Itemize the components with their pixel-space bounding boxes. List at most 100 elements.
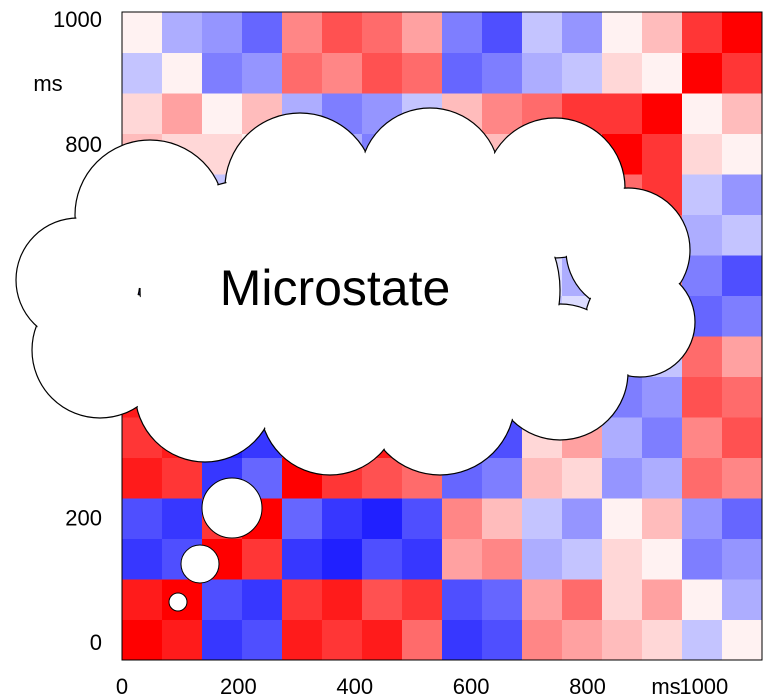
heatmap-cell bbox=[682, 53, 723, 94]
heatmap-cell bbox=[442, 620, 483, 661]
heatmap-cell bbox=[682, 12, 723, 53]
heatmap-cell bbox=[642, 53, 683, 94]
heatmap-cell bbox=[722, 498, 763, 539]
heatmap-cell bbox=[442, 53, 483, 94]
heatmap-cell bbox=[602, 498, 643, 539]
heatmap-cell bbox=[642, 498, 683, 539]
heatmap-cell bbox=[242, 579, 283, 620]
heatmap-cell bbox=[482, 498, 523, 539]
heatmap-cell bbox=[442, 579, 483, 620]
heatmap-cell bbox=[722, 174, 763, 215]
heatmap-cell bbox=[682, 539, 723, 580]
heatmap-cell bbox=[122, 12, 163, 53]
heatmap-cell bbox=[642, 458, 683, 499]
heatmap-cell bbox=[682, 458, 723, 499]
heatmap-cell bbox=[482, 579, 523, 620]
heatmap-cell bbox=[122, 53, 163, 94]
heatmap-cell bbox=[602, 458, 643, 499]
heatmap-cell bbox=[482, 93, 523, 134]
heatmap-cell bbox=[202, 93, 243, 134]
x-tick-label: 0 bbox=[116, 674, 128, 694]
heatmap-cell bbox=[522, 498, 563, 539]
heatmap-cell bbox=[482, 12, 523, 53]
heatmap-cell bbox=[562, 498, 603, 539]
heatmap-cell bbox=[602, 579, 643, 620]
heatmap-cell bbox=[282, 498, 323, 539]
heatmap-cell bbox=[122, 579, 163, 620]
x-tick-label: 1000 bbox=[679, 674, 728, 694]
heatmap-cell bbox=[242, 12, 283, 53]
heatmap-cell bbox=[562, 620, 603, 661]
heatmap-cell bbox=[402, 620, 443, 661]
heatmap-cell bbox=[362, 579, 403, 620]
heatmap-cell bbox=[602, 53, 643, 94]
heatmap-cell bbox=[642, 620, 683, 661]
heatmap-cell bbox=[202, 53, 243, 94]
heatmap-cell bbox=[722, 215, 763, 256]
heatmap-cell bbox=[482, 458, 523, 499]
x-tick-label: 400 bbox=[336, 674, 373, 694]
heatmap-cell bbox=[642, 93, 683, 134]
heatmap-cell bbox=[722, 255, 763, 296]
heatmap-cell bbox=[682, 377, 723, 418]
heatmap-cell bbox=[162, 53, 203, 94]
heatmap-cell bbox=[722, 134, 763, 175]
heatmap-cell bbox=[402, 498, 443, 539]
heatmap-cell bbox=[282, 579, 323, 620]
thought-bubble bbox=[169, 593, 187, 611]
heatmap-cell bbox=[282, 53, 323, 94]
heatmap-cell bbox=[402, 12, 443, 53]
chart: 0200400600800100002004006008001000 ms ms… bbox=[0, 0, 768, 694]
heatmap-cell bbox=[322, 12, 363, 53]
heatmap-cell bbox=[602, 620, 643, 661]
heatmap-cell bbox=[682, 417, 723, 458]
heatmap-cell bbox=[602, 12, 643, 53]
x-tick-label: 200 bbox=[220, 674, 257, 694]
heatmap-cell bbox=[322, 53, 363, 94]
heatmap-cell bbox=[522, 620, 563, 661]
heatmap-cell bbox=[722, 458, 763, 499]
heatmap-cell bbox=[522, 53, 563, 94]
heatmap-cell bbox=[362, 12, 403, 53]
x-tick-label: 800 bbox=[569, 674, 606, 694]
heatmap-cell bbox=[162, 620, 203, 661]
heatmap-cell bbox=[522, 12, 563, 53]
heatmap-cell bbox=[642, 134, 683, 175]
cloud-text: Microstate bbox=[220, 260, 451, 316]
y-unit-label: ms bbox=[33, 71, 62, 96]
heatmap-cell bbox=[242, 539, 283, 580]
y-tick-label: 1000 bbox=[53, 7, 102, 32]
heatmap-cell bbox=[162, 498, 203, 539]
heatmap-cell bbox=[562, 579, 603, 620]
heatmap-cell bbox=[402, 539, 443, 580]
heatmap-cell bbox=[642, 417, 683, 458]
heatmap-cell bbox=[202, 620, 243, 661]
heatmap-cell bbox=[722, 579, 763, 620]
heatmap-cell bbox=[722, 53, 763, 94]
heatmap-cell bbox=[122, 498, 163, 539]
heatmap-cell bbox=[122, 539, 163, 580]
heatmap-cell bbox=[122, 620, 163, 661]
heatmap-cell bbox=[442, 498, 483, 539]
heatmap-cell bbox=[322, 498, 363, 539]
heatmap-cell bbox=[642, 12, 683, 53]
heatmap-cell bbox=[642, 579, 683, 620]
heatmap-cell bbox=[722, 336, 763, 377]
y-tick-label: 800 bbox=[65, 132, 102, 157]
heatmap-cell bbox=[242, 53, 283, 94]
heatmap-cell bbox=[242, 620, 283, 661]
heatmap-cell bbox=[122, 93, 163, 134]
heatmap-cell bbox=[682, 174, 723, 215]
heatmap-cell bbox=[442, 12, 483, 53]
heatmap-cell bbox=[162, 93, 203, 134]
heatmap-cell bbox=[122, 458, 163, 499]
heatmap-cell bbox=[442, 539, 483, 580]
heatmap-cell bbox=[322, 620, 363, 661]
heatmap-cell bbox=[522, 579, 563, 620]
heatmap-cell bbox=[362, 620, 403, 661]
heatmap-cell bbox=[522, 539, 563, 580]
heatmap-cell bbox=[722, 620, 763, 661]
heatmap-cell bbox=[562, 12, 603, 53]
heatmap-cell bbox=[362, 53, 403, 94]
heatmap-cell bbox=[362, 498, 403, 539]
